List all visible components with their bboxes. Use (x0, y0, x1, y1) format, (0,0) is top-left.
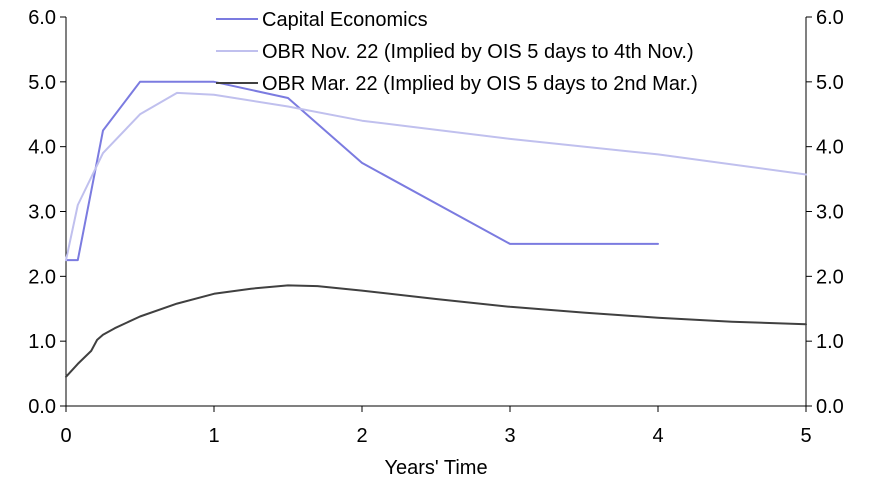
series-line-3 (65, 284, 807, 378)
y-tick-label-left: 6.0 (28, 7, 56, 29)
x-tick-label: 0 (60, 425, 71, 447)
legend-label-1: Capital Economics (262, 9, 428, 31)
legend: Capital Economics OBR Nov. 22 (Implied by… (216, 9, 698, 95)
y-tick-label-left: 2.0 (28, 266, 56, 288)
x-axis-title: Years' Time (384, 457, 487, 479)
y-tick-label-right: 1.0 (816, 331, 844, 353)
y-tick-label-left: 0.0 (28, 396, 56, 418)
y-tick-label-right: 5.0 (816, 72, 844, 94)
x-tick-label: 3 (504, 425, 515, 447)
series-line-1 (65, 80, 659, 262)
series-line-2 (65, 91, 807, 262)
y-tick-label-right: 3.0 (816, 202, 844, 224)
y-tick-label-right: 2.0 (816, 266, 844, 288)
x-tick-label: 2 (356, 425, 367, 447)
y-tick-label-right: 6.0 (816, 7, 844, 29)
y-tick-label-right: 4.0 (816, 137, 844, 159)
x-tick-label: 5 (800, 425, 811, 447)
x-tick-label: 4 (652, 425, 663, 447)
y-tick-label-left: 5.0 (28, 72, 56, 94)
legend-label-2: OBR Nov. 22 (Implied by OIS 5 days to 4t… (262, 41, 694, 63)
y-tick-label-left: 1.0 (28, 331, 56, 353)
y-tick-label-right: 0.0 (816, 396, 844, 418)
ticks (60, 16, 812, 412)
y-tick-label-left: 4.0 (28, 137, 56, 159)
series-group (65, 80, 807, 378)
y-tick-label-left: 3.0 (28, 202, 56, 224)
tick-labels: 0.0 0.0 1.0 1.0 2.0 2.0 3.0 3.0 4.0 4.0 5.0 5.0 6.0 6… (28, 7, 844, 447)
x-tick-label: 1 (208, 425, 219, 447)
legend-label-3: OBR Mar. 22 (Implied by OIS 5 days to 2n… (262, 73, 698, 95)
